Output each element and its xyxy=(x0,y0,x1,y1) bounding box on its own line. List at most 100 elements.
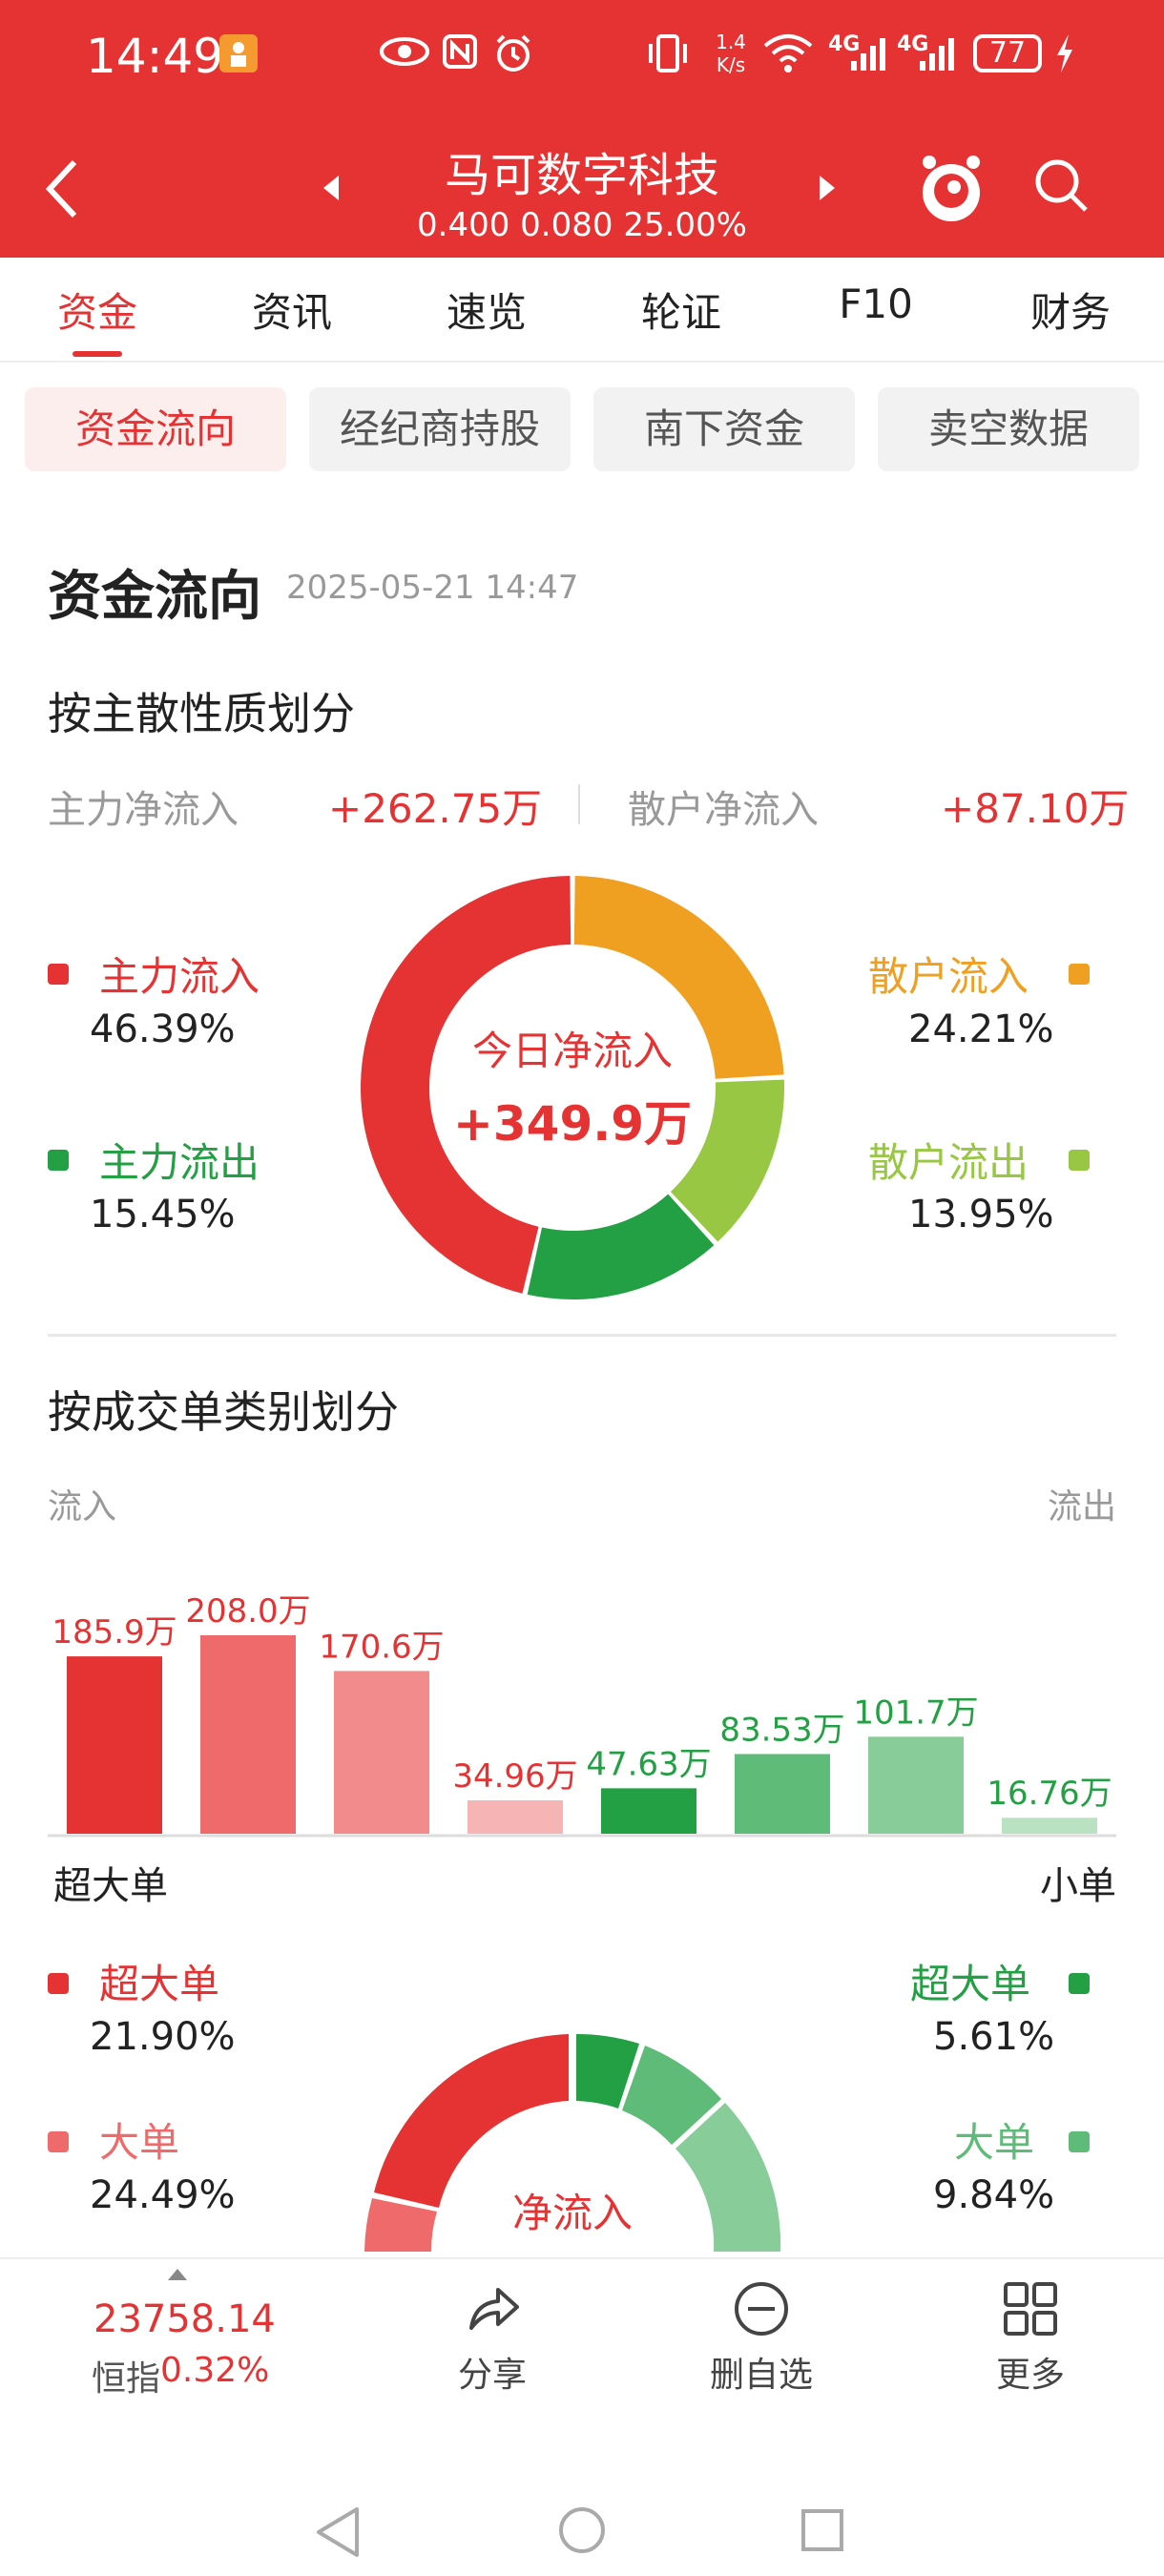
status-time: 14:49 xyxy=(86,29,224,84)
donut-segment-main-in xyxy=(360,876,572,1294)
index-expand-icon[interactable] xyxy=(168,2269,187,2280)
remove-watchlist-label: 删自选 xyxy=(709,2356,813,2395)
bar-value-label-8: 16.76万 xyxy=(987,1775,1112,1813)
bar-caption-right: 小单 xyxy=(1040,1864,1116,1908)
legend-xl-in-pct: 21.90% xyxy=(90,2015,236,2059)
order-type-donut-chart xyxy=(353,2023,792,2252)
legend-retail-out-label: 散户流出 xyxy=(868,1139,1029,1186)
mascot-icon[interactable] xyxy=(918,151,985,227)
donut2-segment-mid-out xyxy=(676,2103,781,2252)
donut-center-label: 今日净流入 xyxy=(471,1028,673,1074)
more-button[interactable]: 更多 xyxy=(954,2278,1107,2397)
signal-icon-1 xyxy=(847,32,889,84)
grid-icon xyxy=(1000,2278,1061,2339)
bar-value-label-4: 34.96万 xyxy=(452,1757,577,1796)
legend-xl-out-label: 超大单 xyxy=(910,1961,1031,2007)
bar-1 xyxy=(67,1656,162,1834)
section-title: 资金流向 xyxy=(48,566,261,628)
legend-dot-l-out xyxy=(1069,2131,1090,2152)
nav-home-icon[interactable] xyxy=(557,2505,607,2559)
legend-main-out-label: 主力流出 xyxy=(99,1139,260,1186)
outflow-axis-label: 流出 xyxy=(1047,1487,1116,1527)
main-retail-title: 按主散性质划分 xyxy=(48,688,355,739)
legend-xl-in-label: 超大单 xyxy=(99,1961,220,2007)
search-icon[interactable] xyxy=(1030,155,1091,216)
eye-icon xyxy=(378,32,431,80)
chip-southbound-fund[interactable]: 南下资金 xyxy=(593,387,855,471)
charging-icon xyxy=(1053,32,1076,84)
network-type-2: 4G xyxy=(897,32,929,56)
bar-value-label-5: 47.63万 xyxy=(586,1745,711,1783)
back-icon[interactable] xyxy=(38,151,86,239)
legend-main-in-label: 主力流入 xyxy=(99,953,260,1000)
legend-dot-main-out xyxy=(48,1150,69,1171)
chip-short-selling[interactable]: 卖空数据 xyxy=(878,387,1139,471)
donut2-segment-xl-in xyxy=(374,2034,569,2208)
network-type-1: 4G xyxy=(828,32,861,56)
more-label: 更多 xyxy=(995,2356,1065,2395)
legend-l-in-pct: 24.49% xyxy=(90,2173,236,2217)
chip-fund-flow[interactable]: 资金流向 xyxy=(25,387,286,471)
nav-recents-icon[interactable] xyxy=(800,2507,845,2557)
sub-tab-chips: 资金流向 经纪商持股 南下资金 卖空数据 xyxy=(0,387,1164,471)
alarm-icon xyxy=(492,32,534,84)
legend-dot-l-in xyxy=(48,2131,69,2152)
main-net-value: +262.75万 xyxy=(328,785,543,832)
bar-5 xyxy=(601,1788,696,1834)
retail-net-value: +87.10万 xyxy=(941,785,1130,832)
tab-news[interactable]: 资讯 xyxy=(251,289,332,336)
share-button[interactable]: 分享 xyxy=(416,2278,569,2397)
signal-icon-2 xyxy=(916,32,958,84)
share-label: 分享 xyxy=(457,2356,527,2395)
bar-value-label-2: 208.0万 xyxy=(185,1592,310,1631)
donut-segment-retail-out xyxy=(670,1079,784,1242)
next-stock-icon[interactable] xyxy=(816,172,839,213)
prev-stock-icon[interactable] xyxy=(320,172,343,213)
remove-watchlist-button[interactable]: 删自选 xyxy=(685,2278,838,2397)
legend-retail-out-pct: 13.95% xyxy=(908,1193,1054,1236)
tab-f10[interactable]: F10 xyxy=(839,280,913,327)
app-header: 14:49 1.4 K/s 4G 4G 77 xyxy=(0,0,1164,258)
stock-name: 马可数字科技 xyxy=(444,149,719,202)
tab-warrants[interactable]: 轮证 xyxy=(640,289,721,336)
legend-dot-retail-in xyxy=(1069,964,1090,985)
legend-l-out-label: 大单 xyxy=(954,2119,1035,2166)
chip-broker-holdings[interactable]: 经纪商持股 xyxy=(309,387,571,471)
legend-main-out-pct: 15.45% xyxy=(90,1193,236,1236)
share-icon xyxy=(462,2278,523,2339)
inflow-axis-label: 流入 xyxy=(48,1487,117,1527)
wifi-icon xyxy=(761,32,815,84)
bar-value-label-3: 170.6万 xyxy=(319,1628,444,1666)
main-net-label: 主力净流入 xyxy=(48,788,239,832)
bar-value-label-6: 83.53万 xyxy=(719,1711,844,1749)
bar-value-label-1: 185.9万 xyxy=(52,1613,177,1652)
tab-fund[interactable]: 资金 xyxy=(56,289,137,336)
nav-back-icon[interactable] xyxy=(313,2505,363,2563)
donut2-segment-l-in xyxy=(364,2198,437,2252)
stock-quote: 0.400 0.080 25.00% xyxy=(417,206,747,244)
bottom-toolbar: 23758.14 恒指 0.32% 分享 删自选 更多 xyxy=(0,2257,1164,2404)
minus-circle-icon xyxy=(731,2278,792,2339)
donut2-segment-xl-out xyxy=(576,2033,639,2109)
hsi-index-value[interactable]: 23758.14 xyxy=(94,2297,276,2341)
legend-main-in-pct: 46.39% xyxy=(90,1008,236,1051)
tab-finance[interactable]: 财务 xyxy=(1029,289,1111,336)
bar-value-label-7: 101.7万 xyxy=(853,1693,978,1732)
battery-indicator: 77 xyxy=(973,34,1042,73)
tab-overview[interactable]: 速览 xyxy=(446,289,527,336)
legend-xl-out-pct: 5.61% xyxy=(933,2015,1055,2059)
legend-retail-in-label: 散户流入 xyxy=(868,953,1029,1000)
bar-7 xyxy=(868,1736,964,1834)
main-retail-donut-chart xyxy=(360,876,784,1299)
donut-segment-retail-in xyxy=(573,876,784,1079)
legend-l-in-label: 大单 xyxy=(99,2119,180,2166)
legend-dot-main-in xyxy=(48,964,69,985)
section-date: 2025-05-21 14:47 xyxy=(286,569,579,607)
retail-net-label: 散户净流入 xyxy=(628,788,819,832)
legend-dot-retail-out xyxy=(1069,1150,1090,1171)
section-divider xyxy=(48,1334,1116,1337)
active-tab-indicator xyxy=(73,351,122,357)
nfc-icon xyxy=(441,32,479,80)
order-type-title: 按成交单类别划分 xyxy=(48,1386,399,1438)
